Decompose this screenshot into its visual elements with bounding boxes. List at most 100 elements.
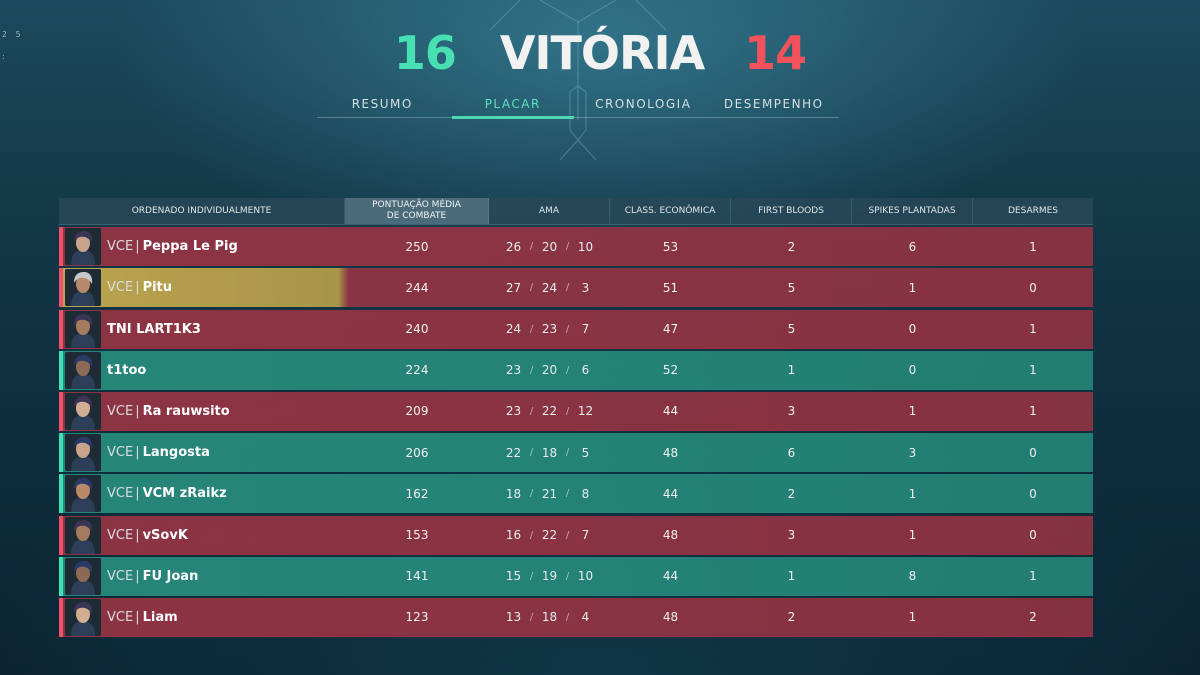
first-bloods-value: 5 bbox=[787, 280, 796, 295]
spikes-header[interactable]: SPIKES PLANTADAS bbox=[852, 198, 973, 224]
first-bloods-value: 3 bbox=[787, 404, 796, 419]
player-cell: t1too bbox=[59, 351, 345, 390]
kda-separator: / bbox=[529, 241, 534, 253]
assists-value: 5 bbox=[581, 445, 590, 460]
player-cell: VCE | VCM zRaikz bbox=[59, 474, 345, 513]
assists-value: 12 bbox=[577, 404, 594, 419]
player-nickname: FU Joan bbox=[142, 568, 199, 584]
assists-value: 8 bbox=[581, 486, 590, 501]
player-cell: VCE | Liam bbox=[59, 598, 345, 637]
player-row[interactable]: VCE | Ra rauwsito 209 23 / 22 / 12 44 3 1 1 bbox=[59, 391, 1093, 431]
player-cell: VCE | Ra rauwsito bbox=[59, 392, 345, 431]
defuses-value: 0 bbox=[1029, 486, 1037, 501]
kda-separator: / bbox=[529, 447, 534, 459]
kda-separator: / bbox=[529, 570, 534, 582]
kda-value: 18 / 21 / 8 bbox=[489, 487, 610, 501]
econ-header[interactable]: CLASS. ECONÔMICA bbox=[610, 198, 731, 224]
kills-value: 22 bbox=[505, 445, 522, 460]
econ-value: 51 bbox=[662, 280, 679, 295]
kda-header[interactable]: AMA bbox=[489, 198, 610, 224]
player-name: VCE | FU Joan bbox=[107, 569, 198, 584]
defuses-value: 1 bbox=[1029, 363, 1037, 378]
defuses-value: 0 bbox=[1029, 528, 1037, 542]
agent-portrait-icon bbox=[65, 475, 101, 513]
player-name: VCE | vSovK bbox=[107, 528, 188, 543]
kda-separator: / bbox=[529, 405, 534, 417]
agent-portrait-icon bbox=[65, 269, 101, 307]
player-row[interactable]: VCE | Liam 123 13 / 18 / 4 48 2 1 2 bbox=[59, 597, 1093, 637]
acs-header[interactable]: PONTUAÇÃO MÉDIA DE COMBATE bbox=[345, 198, 489, 224]
scoreboard-header: ORDENADO INDIVIDUALMENTE PONTUAÇÃO MÉDIA… bbox=[59, 198, 1093, 225]
tag-separator: | bbox=[135, 568, 140, 584]
defuses-value: 0 bbox=[1029, 445, 1037, 460]
agent-portrait-icon bbox=[65, 392, 101, 430]
player-nickname: Liam bbox=[142, 609, 178, 625]
deaths-value: 24 bbox=[541, 280, 558, 295]
kda-separator: / bbox=[565, 570, 570, 582]
defuses-header[interactable]: DESARMES bbox=[1007, 205, 1059, 216]
deaths-value: 20 bbox=[541, 239, 558, 254]
player-nickname: Ra rauwsito bbox=[142, 403, 230, 419]
spikes-value: 1 bbox=[908, 404, 917, 419]
kda-separator: / bbox=[565, 447, 570, 459]
spikes-value: 1 bbox=[908, 280, 917, 295]
tag-separator: | bbox=[135, 609, 140, 625]
player-row[interactable]: VCE | Langosta 206 22 / 18 / 5 48 6 3 0 bbox=[59, 433, 1093, 473]
player-nickname: vSovK bbox=[142, 527, 188, 543]
deaths-value: 22 bbox=[541, 404, 558, 419]
first-bloods-value: 6 bbox=[787, 445, 796, 460]
econ-value: 48 bbox=[662, 610, 679, 625]
player-nickname: Pitu bbox=[142, 280, 173, 296]
spikes-value: 1 bbox=[908, 486, 917, 501]
tab-resumo[interactable]: RESUMO bbox=[351, 97, 413, 111]
team-color-bar bbox=[59, 556, 63, 596]
deaths-value: 18 bbox=[541, 445, 558, 460]
first-bloods-header[interactable]: FIRST BLOODS bbox=[731, 198, 852, 224]
tag-separator: | bbox=[135, 486, 140, 502]
defuses-value: 1 bbox=[1029, 569, 1037, 584]
player-row[interactable]: t1too 224 23 / 20 / 6 52 1 0 1 bbox=[59, 350, 1093, 390]
first-bloods-value: 2 bbox=[787, 610, 796, 625]
kda-separator: / bbox=[529, 611, 534, 623]
kills-value: 18 bbox=[505, 486, 522, 501]
kills-value: 24 bbox=[505, 322, 522, 337]
player-row[interactable]: VCE | vSovK 153 16 / 22 / 7 48 3 1 0 bbox=[59, 515, 1093, 555]
player-row[interactable]: VCE | Peppa Le Pig 250 26/20/10 53 2 6 1 bbox=[59, 227, 1093, 267]
kda-separator: / bbox=[565, 611, 570, 623]
kda-value: 15 / 19 / 10 bbox=[489, 569, 610, 583]
agent-portrait-icon bbox=[65, 434, 101, 472]
tab-cronologia[interactable]: CRONOLOGIA bbox=[595, 97, 692, 111]
defuses-value: 1 bbox=[1029, 322, 1037, 337]
kda-separator: / bbox=[529, 323, 534, 335]
team-color-bar bbox=[59, 268, 63, 308]
kda-separator: / bbox=[565, 488, 570, 500]
player-tag: VCE bbox=[107, 280, 134, 296]
player-row[interactable]: VCE | FU Joan 141 15 / 19 / 10 44 1 8 1 bbox=[59, 556, 1093, 596]
tab-desempenho[interactable]: DESEMPENHO bbox=[723, 97, 824, 111]
kda-value: 13 / 18 / 4 bbox=[489, 610, 610, 624]
econ-value: 52 bbox=[662, 363, 679, 378]
player-tag: VCE bbox=[107, 609, 134, 625]
agent-portrait-icon bbox=[65, 351, 101, 389]
player-row[interactable]: VCE | Pitu 244 27/24/3 51 5 1 0 bbox=[59, 268, 1093, 308]
acs-value: 162 bbox=[405, 486, 429, 501]
defuses-value: 1 bbox=[1029, 239, 1037, 254]
team-color-bar bbox=[59, 350, 63, 390]
acs-header-line2: DE COMBATE bbox=[386, 211, 447, 221]
team-color-bar bbox=[59, 391, 63, 431]
econ-value: 44 bbox=[662, 486, 679, 501]
tag-separator: | bbox=[135, 280, 140, 296]
team-color-bar bbox=[59, 309, 63, 349]
player-row[interactable]: VCE | VCM zRaikz 162 18/21/8 44 2 1 0 bbox=[59, 474, 1093, 514]
spikes-value: 0 bbox=[908, 363, 917, 378]
assists-value: 4 bbox=[581, 610, 590, 625]
kda-separator: / bbox=[565, 241, 570, 253]
sort-individual-header[interactable]: ORDENADO INDIVIDUALMENTE bbox=[59, 198, 345, 224]
kills-value: 23 bbox=[505, 363, 522, 378]
player-name: TNI LART1K3 bbox=[107, 322, 201, 337]
tab-placar[interactable]: PLACAR bbox=[448, 94, 579, 119]
kda-separator: / bbox=[529, 364, 534, 376]
player-row[interactable]: TNI LART1K3 240 24 / 23 / 7 47 5 0 1 bbox=[59, 309, 1093, 349]
player-tag: VCE bbox=[107, 445, 134, 461]
assists-value: 10 bbox=[577, 569, 594, 584]
